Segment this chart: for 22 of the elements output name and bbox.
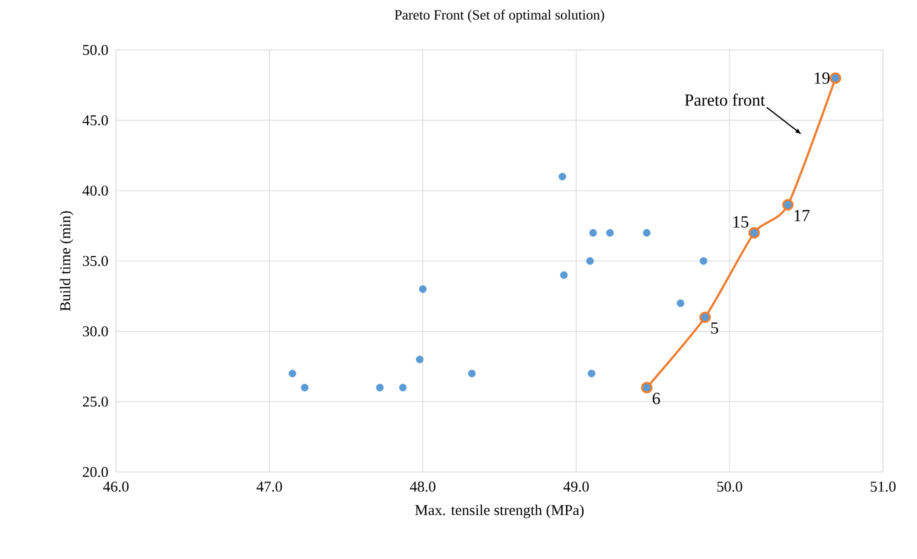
y-tick-label: 25.0 bbox=[82, 396, 108, 407]
x-tick-label: 47.0 bbox=[256, 482, 282, 492]
annotation: 5 bbox=[711, 322, 718, 334]
x-tick-label: 50.0 bbox=[717, 482, 742, 492]
y-tick-label: 45.0 bbox=[82, 115, 108, 126]
x-axis-title: Max. tensile strength (MPa) bbox=[415, 504, 584, 518]
annotation: 19 bbox=[814, 72, 830, 84]
chart-title: Pareto Front (Set of optimal solution) bbox=[394, 10, 604, 22]
annotation: 6 bbox=[652, 392, 660, 404]
y-tick-label: 20.0 bbox=[82, 466, 108, 478]
y-axis-title: Build time (min) bbox=[60, 211, 74, 311]
y-tick-label: 40.0 bbox=[82, 186, 108, 196]
annotation: 15 bbox=[733, 216, 748, 228]
x-tick-label: 48.0 bbox=[410, 482, 436, 492]
y-tick-label: 30.0 bbox=[82, 326, 108, 336]
x-tick-label: 49.0 bbox=[563, 482, 589, 492]
annotation: Pareto front bbox=[684, 94, 766, 106]
annotation: 17 bbox=[794, 210, 810, 222]
x-tick-label: 51.0 bbox=[870, 482, 896, 492]
x-tick-label: 46.0 bbox=[103, 482, 129, 492]
y-tick-label: 35.0 bbox=[82, 256, 108, 266]
y-tick-label: 50.0 bbox=[83, 44, 108, 56]
